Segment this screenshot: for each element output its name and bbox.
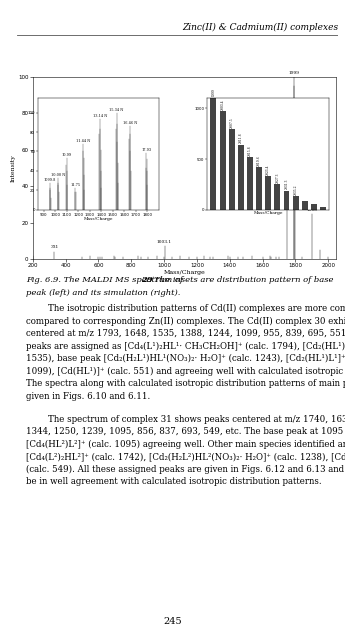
Text: 1099), [Cd(HL¹)]⁺ (calc. 551) and agreeing well with calculated isotropic patter: 1099), [Cd(HL¹)]⁺ (calc. 551) and agreei… (26, 367, 345, 376)
Text: 2015.8: 2015.8 (248, 145, 252, 156)
Text: given in Figs. 6.10 and 6.11.: given in Figs. 6.10 and 6.11. (26, 392, 150, 401)
Text: 331: 331 (50, 245, 58, 249)
Bar (302, 201, 308, 210)
Bar (311, 204, 317, 210)
Text: 2035.2: 2035.2 (294, 184, 298, 195)
Text: 2019.6: 2019.6 (257, 155, 261, 166)
Bar (238, 145, 244, 210)
Y-axis label: Intensity: Intensity (10, 154, 15, 182)
Text: centered at m/z 1793, 1648, 1535, 1388, 1244, 1099, 955, 839, 695, 551, etc. The: centered at m/z 1793, 1648, 1535, 1388, … (26, 329, 345, 338)
Text: 2011.8: 2011.8 (239, 133, 243, 143)
Text: 1003.1: 1003.1 (157, 240, 172, 244)
X-axis label: Mass/Charge: Mass/Charge (164, 269, 206, 275)
Text: 2003.4: 2003.4 (220, 99, 225, 110)
Bar (256, 167, 262, 210)
Text: Zinc(II) & Cadmium(II) complexes: Zinc(II) & Cadmium(II) complexes (182, 22, 338, 31)
Text: 1099.8: 1099.8 (44, 178, 56, 182)
X-axis label: Mass/Charge: Mass/Charge (83, 218, 113, 221)
Text: [Cd₄(L²)₂HL²]⁺ (calc. 1742), [Cd₂(H₂L²)HL²(NO₃)₂· H₂O]⁺ (calc. 1238), [Cd(HL²)]⁺: [Cd₄(L²)₂HL²]⁺ (calc. 1742), [Cd₂(H₂L²)H… (26, 452, 345, 461)
Text: 2031.3: 2031.3 (285, 179, 288, 189)
Text: compared to corresponding Zn(II) complexes. The Cd(II) complex 30 exhibits peaks: compared to corresponding Zn(II) complex… (26, 317, 345, 326)
Bar (293, 196, 299, 210)
Text: 1792: 1792 (282, 180, 293, 184)
Text: (calc. 549). All these assigned peaks are given in Figs. 6.12 and 6.13 and are f: (calc. 549). All these assigned peaks ar… (26, 465, 345, 474)
Text: 2027.3: 2027.3 (275, 172, 279, 182)
Text: 10.00 N: 10.00 N (51, 173, 65, 177)
Text: be in well agreement with calculated isotropic distribution patterns.: be in well agreement with calculated iso… (26, 477, 322, 486)
Text: 245: 245 (163, 616, 182, 625)
Text: 2023.4: 2023.4 (266, 164, 270, 175)
Text: 13.14 N: 13.14 N (92, 115, 107, 118)
Text: 17.93: 17.93 (141, 148, 151, 152)
Text: 11.75: 11.75 (70, 182, 80, 186)
Text: The spectra along with calculated isotropic distribution patterns of main peaks : The spectra along with calculated isotro… (26, 380, 345, 388)
Bar (284, 191, 289, 210)
Text: 1999: 1999 (306, 208, 317, 212)
Bar (219, 111, 226, 210)
X-axis label: Mass/Charge: Mass/Charge (254, 211, 283, 214)
Bar (210, 98, 216, 210)
Text: 2007.5: 2007.5 (230, 117, 234, 128)
Text: 10.99: 10.99 (61, 154, 72, 157)
Text: Fig. 6.9. The MALDI MS spectrum of: Fig. 6.9. The MALDI MS spectrum of (26, 276, 186, 284)
Text: The spectrum of complex 31 shows peaks centered at m/z 1740, 1636, 1488,: The spectrum of complex 31 shows peaks c… (26, 415, 345, 424)
Text: [Cd₄(HL²)L²]⁺ (calc. 1095) agreeing well. Other main species identified are: [Cd₄(HL²)L²]⁺ (calc. 1095) agreeing well… (26, 440, 345, 449)
Text: 1535), base peak [Cd₂(H₂L¹)HL¹(NO₃)₂· H₂O]⁺ (calc. 1243), [Cd₂(HL¹)L¹]⁺ (calc.: 1535), base peak [Cd₂(H₂L¹)HL¹(NO₃)₂· H₂… (26, 355, 345, 364)
Text: The isotropic distribution patterns of Cd(II) complexes are more complicated: The isotropic distribution patterns of C… (26, 304, 345, 313)
Text: 1344, 1250, 1239, 1095, 856, 837, 693, 549, etc. The base peak at 1095 assigned : 1344, 1250, 1239, 1095, 856, 837, 693, 5… (26, 427, 345, 436)
Bar (320, 207, 326, 210)
Text: 16.46 N: 16.46 N (122, 121, 137, 125)
Text: peaks are assigned as [Cd₄(L¹)₂HL¹· CH₃CH₂OH]⁺ (calc. 1794), [Cd₂(HL¹)₂]⁺ (calc.: peaks are assigned as [Cd₄(L¹)₂HL¹· CH₃C… (26, 342, 345, 351)
Text: 1999: 1999 (211, 88, 215, 97)
Text: . The insets are distribution pattern of base: . The insets are distribution pattern of… (149, 276, 334, 284)
Text: 29: 29 (141, 276, 153, 284)
Bar (274, 184, 280, 210)
Bar (229, 129, 235, 210)
Text: 1999: 1999 (289, 71, 300, 75)
Bar (265, 176, 271, 210)
Text: peak (left) and its simulation (right).: peak (left) and its simulation (right). (26, 289, 180, 297)
Text: 11.44 N: 11.44 N (76, 139, 90, 143)
Text: 15.34 N: 15.34 N (109, 108, 124, 111)
Bar (247, 157, 253, 210)
